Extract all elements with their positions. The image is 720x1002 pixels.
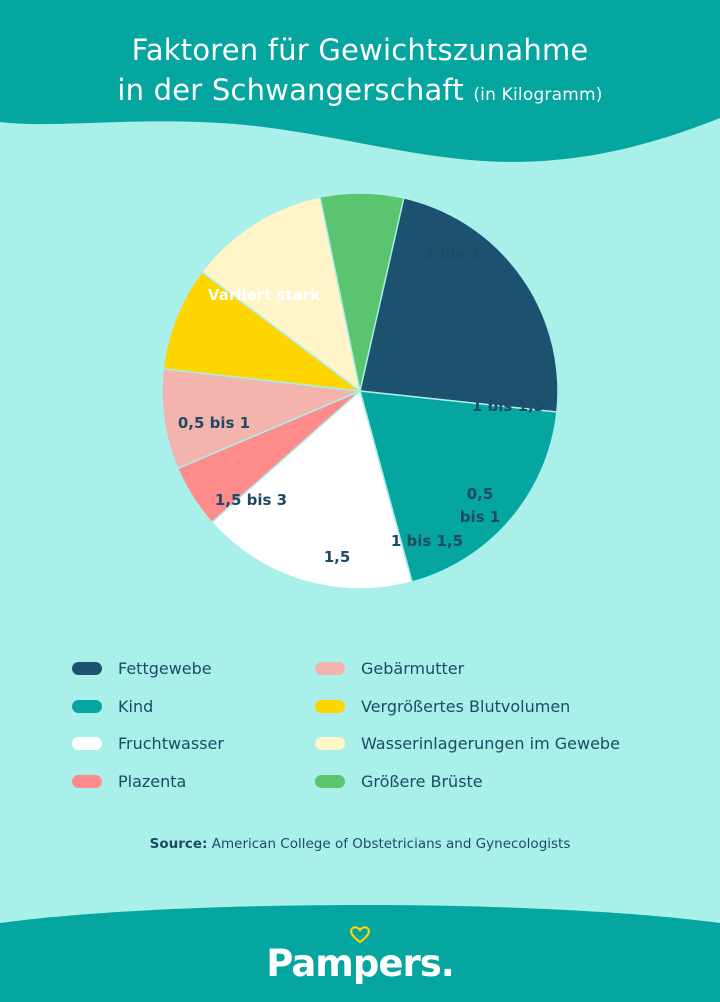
legend-label: Fruchtwasser (118, 734, 224, 754)
legend-swatch (315, 737, 345, 751)
pie-slice-fruchtwasser (210, 389, 413, 590)
slice-label: 1,5 (324, 548, 351, 566)
legend-item: Größere Brüste (315, 763, 620, 801)
brand-heart-icon (350, 926, 370, 944)
legend-swatch (72, 699, 102, 713)
legend-column-left: Fettgewebe Kind Fruchtwasser Plazenta (72, 650, 224, 800)
slice-label: Variiert stark (208, 286, 321, 304)
legend-label: Größere Brüste (361, 771, 483, 791)
legend-item: Fruchtwasser (72, 725, 224, 763)
slice-label: 0,5 bis 1 (178, 414, 250, 432)
legend-item: Fettgewebe (72, 650, 224, 688)
legend-item: Gebärmutter (315, 650, 620, 688)
title-line-2-text: in der Schwangerschaft (117, 73, 464, 107)
legend-item: Plazenta (72, 763, 224, 801)
legend-swatch (72, 774, 102, 788)
pie-slice-größere-brüste (319, 192, 405, 392)
pie-chart: Variiert stark 3 bis 4 1 bis 1,5 0,5 bis 1 1 … (161, 192, 559, 590)
pie-slice-wasserinlagerungen-im-gewebe (200, 196, 362, 393)
footer-background (0, 905, 720, 1002)
legend-label: Wasserinlagerungen im Gewebe (361, 734, 620, 754)
legend-swatch (72, 737, 102, 751)
legend-swatch (72, 662, 102, 676)
legend-label: Gebärmutter (361, 659, 465, 679)
legend-column-right: Gebärmutter Vergrößertes Blutvolumen Wasse… (315, 650, 620, 800)
slice-label: 0,5 bis 1 (460, 485, 500, 526)
source-text: American College of Obstetricians and Gy… (211, 836, 571, 852)
title-line-2: in der Schwangerschaft (in Kilogramm) (0, 70, 720, 115)
slice-label: 1 bis 1,5 (391, 532, 463, 550)
legend-swatch (315, 774, 345, 788)
source-prefix: Source: (149, 836, 208, 852)
legend-swatch (315, 662, 345, 676)
pie-slice-gebärmutter (161, 368, 363, 470)
page-title: Faktoren für Gewichtszunahme in der Schw… (0, 30, 720, 115)
pie-slice-vergrößertes-blutvolumen (162, 270, 363, 393)
pie-slice-kind (358, 390, 558, 583)
legend-label: Plazenta (118, 771, 187, 791)
brand-logo: Pampers. (266, 942, 455, 985)
legend-item: Vergrößertes Blutvolumen (315, 688, 620, 726)
legend-item: Wasserinlagerungen im Gewebe (315, 725, 620, 763)
pie-slice-fettgewebe (359, 192, 559, 413)
title-line-1: Faktoren für Gewichtszunahme (131, 33, 589, 67)
slice-label: 1,5 bis 3 (215, 491, 287, 509)
slice-label: 1 bis 1,5 (472, 397, 544, 415)
legend-label: Vergrößertes Blutvolumen (361, 696, 571, 716)
source-note: Source: American College of Obstetrician… (0, 836, 720, 852)
legend-item: Kind (72, 688, 224, 726)
legend-label: Fettgewebe (118, 659, 212, 679)
legend-label: Kind (118, 696, 154, 716)
legend-swatch (315, 699, 345, 713)
header-background (0, 0, 720, 162)
slice-label: 3 bis 4 (424, 245, 480, 263)
title-unit: (in Kilogramm) (473, 85, 603, 105)
